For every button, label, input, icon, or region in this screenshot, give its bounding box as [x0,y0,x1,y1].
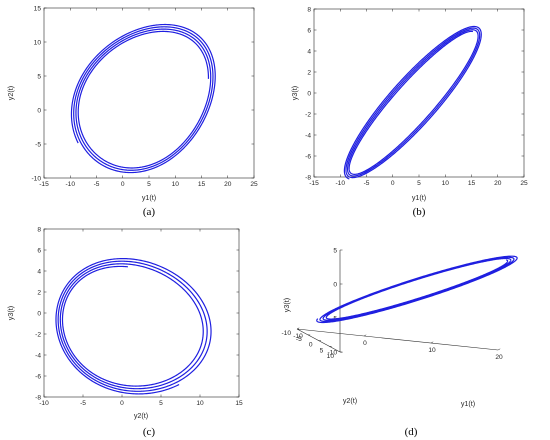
y-tick-label: 2 [307,69,311,76]
y-tick-label: -6 [305,153,311,160]
y-tick-label: 8 [37,226,41,233]
x-tick-mark-d [363,334,367,337]
x-tick-label: 20 [494,180,502,187]
x-tick-label: 0 [121,181,125,188]
y-tick-label: -4 [35,352,41,359]
x-tick-label: -5 [80,400,86,407]
x-tick-label: -15 [39,181,49,188]
x-tick-label: 25 [520,180,528,187]
x-ticks-a: -15 -10 -5 0 5 10 15 20 25 [39,8,258,188]
y-tick-label: -8 [305,174,311,181]
z-tick-label-d: 5 [333,247,337,254]
y-tick-label: 6 [307,27,311,34]
y-tick-label: 4 [307,48,311,55]
y-ticks-a: -10 -5 0 5 10 15 [31,5,254,182]
y-tick-label-d: -5 [296,336,302,343]
y-tick-label: -6 [35,373,41,380]
x-axis-label-b: y1(t) [412,193,426,202]
x-tick-label-d: 0 [363,340,367,347]
trajectory-line-a [70,23,216,174]
panel-c: -10 -5 0 5 10 15 -8 -6 -4 -2 0 2 4 6 8 y2(t) y3(t) (c… [6,226,243,438]
trajectory-line-c [55,257,212,395]
x-tick-label: -10 [39,400,49,407]
y-tick-label: -4 [305,132,311,139]
z-tick-label-d: -10 [327,349,337,356]
x-tick-label: -5 [94,181,100,188]
panel-label-c: (c) [143,426,156,438]
y-tick-label: 6 [37,247,41,254]
trajectory-line-b [343,25,482,180]
y-tick-label: -10 [31,175,41,182]
y-tick-label: 2 [37,289,41,296]
x-tick-mark-d [497,348,501,351]
y-axis-label-c: y3(t) [6,306,15,320]
x-tick-label: 0 [391,180,395,187]
x-tick-label-d: 10 [428,347,436,354]
panel-label-d: (d) [405,426,418,438]
x-tick-label: 20 [224,181,232,188]
x-ticks-c: -10 -5 0 5 10 15 [39,229,243,407]
x-axis-line-d [296,328,499,351]
y-tick-label: -2 [305,111,311,118]
x-tick-label: 15 [468,180,476,187]
y-axis-label-a: y2(t) [6,86,15,100]
plot-frame-c [43,228,240,398]
x-tick-label: 5 [417,180,421,187]
y-tick-label: 0 [37,310,41,317]
panel-label-b: (b) [413,206,426,218]
y-tick-label-d: 0 [309,342,313,349]
x-axis-label-a: y1(t) [142,193,156,202]
y-tick-label: 5 [37,73,41,80]
y-tick-label-d: 10 [327,353,335,360]
x-tick-label: 10 [442,180,450,187]
x-tick-label: 5 [147,181,151,188]
x-tick-label: 15 [235,400,243,407]
y-tick-label: -5 [35,141,41,148]
trajectory-line-d [316,255,518,324]
plot-frame-a [43,7,255,179]
y-tick-label: -8 [35,394,41,401]
x-axis-label-c: y2(t) [134,411,148,420]
y-tick-label: 4 [37,268,41,275]
x-tick-label: 10 [196,400,204,407]
x-tick-label-d: 20 [495,354,503,361]
y-tick-label: 0 [307,90,311,97]
y-tick-label-d: -10 [281,330,291,337]
y-tick-label-d: 5 [320,347,324,354]
x-tick-label: -15 [309,180,319,187]
y-axis-label-b: y3(t) [290,86,299,100]
y-axis-label-d: y2(t) [343,396,357,405]
x-tick-label: 5 [159,400,163,407]
x-tick-label: 25 [250,181,258,188]
y-tick-label: 0 [37,107,41,114]
x-tick-label: -10 [335,180,345,187]
x-tick-label: -10 [65,181,75,188]
y-tick-label: 8 [307,6,311,13]
x-tick-label: 10 [172,181,180,188]
y-tick-label: 15 [34,5,42,12]
panel-label-a: (a) [143,206,156,218]
y-ticks-b: -8 -6 -4 -2 0 2 4 6 8 [305,6,524,181]
panel-b: -15 -10 -5 0 5 10 15 20 25 -8 -6 -4 -2 0 2 4 6 8 y1(t) y… [290,6,528,218]
z-axis-label-d: y3(t) [282,298,291,312]
x-tick-label: -5 [364,180,370,187]
plot-frame-b [313,8,525,178]
y-tick-label: -2 [35,331,41,338]
x-axis-label-d: y1(t) [461,399,475,408]
x-tick-label: 0 [120,400,124,407]
y-tick-label: 10 [34,39,42,46]
x-tick-mark-d [430,341,434,344]
x-ticks-b: -15 -10 -5 0 5 10 15 20 25 [309,9,528,187]
z-tick-label-d: 0 [333,281,337,288]
x-tick-label-d: -10 [293,333,303,340]
y-ticks-c: -8 -6 -4 -2 0 2 4 6 8 [35,226,239,401]
x-tick-label: 15 [198,181,206,188]
